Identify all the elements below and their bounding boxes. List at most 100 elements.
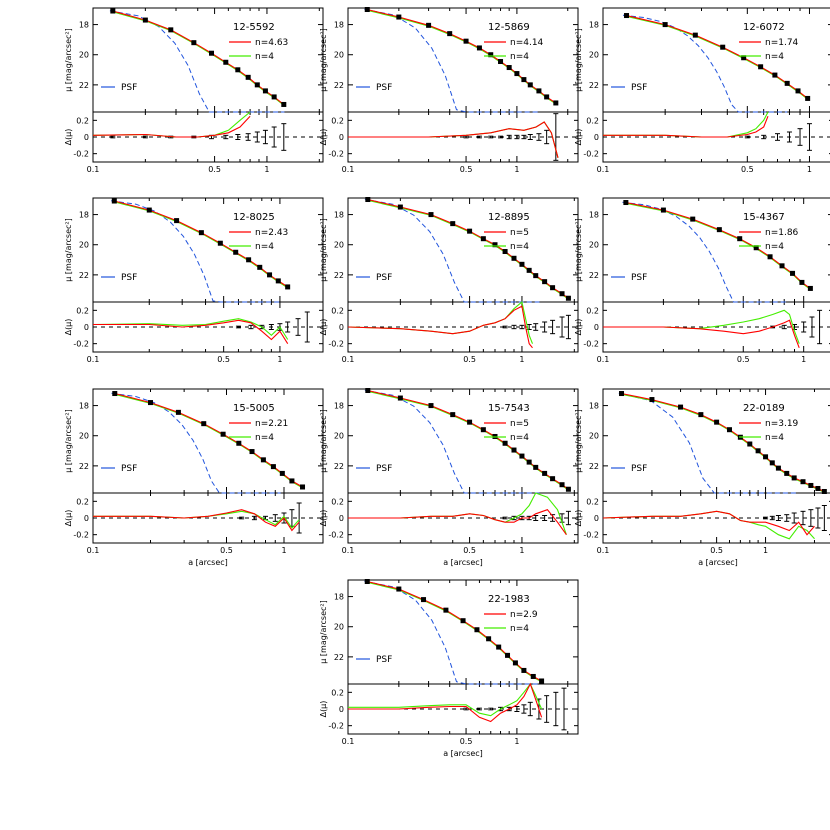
- profile-frame: [347, 579, 579, 685]
- data-point: [496, 644, 502, 650]
- data-point: [148, 400, 153, 406]
- data-point: [553, 100, 559, 106]
- residual-y-tick-label: 0.2: [76, 497, 89, 506]
- dev-residual-curve: [348, 492, 567, 535]
- data-point: [550, 476, 556, 482]
- data-point: [426, 22, 432, 28]
- data-point: [805, 95, 811, 101]
- x-tick-label: 1: [264, 165, 269, 174]
- residual-y-tick-label: 0: [339, 514, 344, 523]
- legend-dev-label: n=4: [255, 433, 274, 443]
- profile-y-label: μ [mag/arcsec²]: [319, 28, 328, 91]
- x-tick-label: 0.5: [741, 165, 754, 174]
- sersic-residual-curve: [348, 121, 559, 158]
- data-point: [480, 236, 486, 242]
- psf-curve: [364, 389, 540, 494]
- residual-y-tick-label: 0.2: [331, 688, 344, 697]
- profile-y-label: μ [mag/arcsec²]: [319, 600, 328, 663]
- y-tick-label: 20: [334, 623, 344, 632]
- data-point: [174, 218, 180, 224]
- data-point: [530, 673, 536, 679]
- data-point: [275, 278, 281, 284]
- data-point: [146, 207, 152, 213]
- x-axis-label: a [arcsec]: [443, 749, 483, 758]
- residual-y-tick-label: -0.2: [583, 150, 599, 159]
- legend-psf-label: PSF: [631, 83, 647, 93]
- dev-residual-curve: [347, 300, 534, 344]
- legend-psf-label: PSF: [631, 464, 647, 474]
- legend-dev-label: n=4: [765, 242, 784, 252]
- x-tick-label: 0.5: [460, 165, 473, 174]
- residual-y-tick-label: 0.2: [331, 306, 344, 315]
- panel-15-4367: 18 20 22 0.2 0 -0.2 0.1 0.5 1 μ [mag/arcsec²] Δ(μ)…: [574, 197, 830, 364]
- y-tick-label: 22: [79, 462, 89, 471]
- data-point: [790, 270, 796, 276]
- data-point: [565, 486, 571, 492]
- data-point: [726, 427, 732, 433]
- data-point: [474, 627, 480, 633]
- data-point: [480, 427, 486, 433]
- data-point: [111, 198, 117, 204]
- data-point: [741, 55, 747, 61]
- data-point: [649, 397, 655, 403]
- data-point: [784, 470, 790, 476]
- data-point: [279, 470, 285, 476]
- y-tick-label: 18: [589, 211, 599, 220]
- residual-y-tick-label: 0: [339, 133, 344, 142]
- data-point: [289, 478, 295, 484]
- legend-sersic-label: n=1.74: [765, 38, 799, 48]
- x-tick-label: 0.1: [342, 355, 355, 364]
- residual-y-tick-label: 0: [84, 133, 89, 142]
- data-point: [514, 71, 520, 77]
- data-point: [720, 44, 726, 50]
- residual-y-tick-label: 0.2: [331, 116, 344, 125]
- x-tick-label: 0.1: [87, 355, 100, 364]
- data-point: [235, 67, 241, 73]
- x-axis-label: a [arcsec]: [443, 558, 483, 567]
- y-tick-label: 18: [334, 211, 344, 220]
- x-tick-label: 0.1: [597, 165, 610, 174]
- y-tick-label: 18: [589, 21, 599, 30]
- residual-y-label: Δ(μ): [319, 129, 328, 146]
- data-point: [511, 447, 517, 453]
- data-point: [559, 482, 565, 488]
- data-point: [619, 391, 625, 397]
- dev-model-curve: [626, 15, 809, 100]
- profile-y-label: μ [mag/arcsec²]: [64, 28, 73, 91]
- residual-y-tick-label: -0.2: [328, 340, 344, 349]
- data-point: [396, 586, 402, 592]
- legend-psf-label: PSF: [376, 83, 392, 93]
- data-point: [807, 285, 813, 291]
- legend-sersic-label: n=2.43: [255, 228, 288, 238]
- data-point: [260, 457, 266, 463]
- residual-y-tick-label: -0.2: [583, 531, 599, 540]
- y-tick-label: 20: [589, 51, 599, 60]
- dev-residual-curve: [93, 510, 300, 529]
- data-point: [662, 22, 668, 28]
- legend-sersic-label: n=2.21: [255, 419, 288, 429]
- data-point: [623, 200, 629, 206]
- data-point: [502, 249, 508, 255]
- data-point: [505, 652, 511, 658]
- psf-curve: [364, 580, 541, 685]
- x-tick-label: 1: [514, 737, 519, 746]
- x-tick-label: 0.5: [463, 546, 476, 555]
- legend-psf-label: PSF: [121, 83, 137, 93]
- x-tick-label: 1: [514, 165, 519, 174]
- legend-dev-label: n=4: [510, 242, 529, 252]
- residual-y-label: Δ(μ): [319, 319, 328, 336]
- data-point: [498, 59, 504, 65]
- residual-y-tick-label: 0: [594, 514, 599, 523]
- x-tick-label: 0.5: [737, 355, 750, 364]
- x-tick-label: 0.1: [87, 165, 100, 174]
- data-point: [220, 431, 226, 437]
- x-tick-label: 0.1: [597, 355, 610, 364]
- data-point: [767, 254, 773, 260]
- dev-model-curve: [367, 390, 569, 491]
- profile-y-label: μ [mag/arcsec²]: [574, 28, 583, 91]
- x-tick-label: 1: [519, 355, 524, 364]
- data-point: [364, 7, 370, 13]
- data-point: [800, 479, 806, 485]
- data-point: [799, 279, 805, 285]
- data-point: [678, 404, 684, 410]
